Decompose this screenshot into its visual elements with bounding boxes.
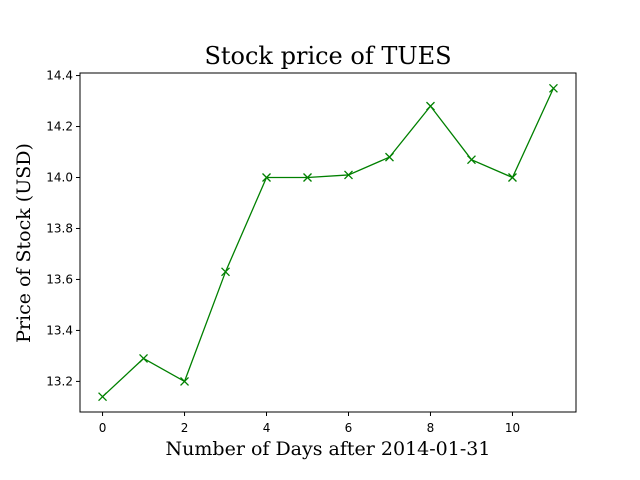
data-point-marker	[98, 392, 108, 402]
data-point-marker	[344, 170, 353, 180]
data-point-marker	[385, 152, 394, 162]
chart-title: Stock price of TUES	[204, 42, 451, 70]
data-point-marker	[508, 173, 517, 182]
data-point-marker	[139, 354, 148, 363]
data-series	[98, 83, 558, 402]
x-tick-label: 0	[99, 421, 107, 435]
data-point-marker	[548, 83, 558, 93]
plot-frame	[79, 72, 577, 413]
x-axis-label: Number of Days after 2014-01-31	[166, 438, 491, 460]
x-tick-label: 8	[427, 421, 435, 435]
axis-ticks: 0 2 4 6 8 10 13.2 13.4 13.6 13.8 14.0 14.2 14.4	[46, 69, 520, 435]
x-tick-label: 4	[263, 421, 271, 435]
data-point-marker	[303, 173, 312, 182]
y-tick-label: 13.6	[46, 272, 73, 286]
data-point-marker	[426, 101, 435, 111]
y-axis-label: Price of Stock (USD)	[13, 143, 35, 343]
data-point-marker	[467, 155, 476, 165]
y-tick-label: 14.0	[46, 171, 73, 185]
y-tick-label: 14.2	[46, 120, 73, 134]
data-point-marker	[221, 267, 230, 277]
data-point-marker	[180, 376, 189, 386]
series-line	[102, 88, 555, 398]
y-tick-label: 13.4	[46, 323, 73, 337]
y-tick-label: 13.2	[46, 374, 73, 388]
x-tick-label: 6	[345, 421, 353, 435]
y-tick-label: 14.4	[46, 69, 73, 83]
x-tick-label: 10	[505, 421, 520, 435]
x-tick-label: 2	[181, 421, 189, 435]
y-tick-label: 13.8	[46, 221, 73, 235]
data-point-marker	[262, 173, 271, 182]
